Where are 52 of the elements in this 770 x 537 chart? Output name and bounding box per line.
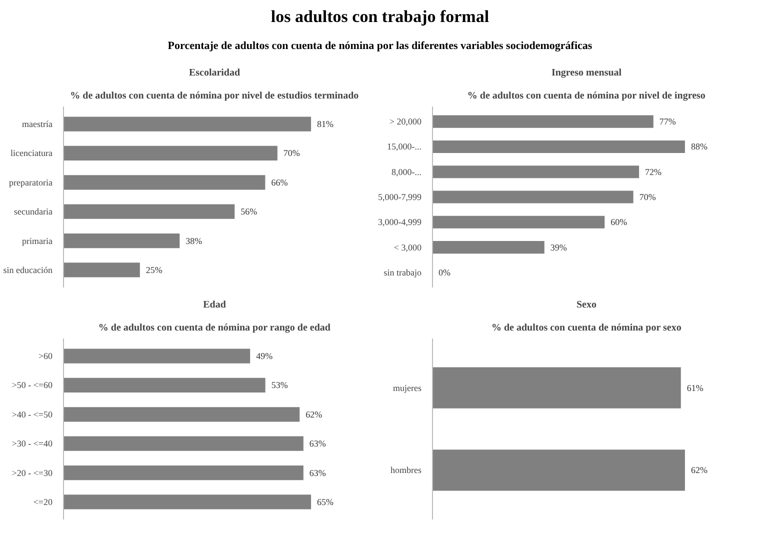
y-tick-label: hombres [390,465,422,476]
data-label: 39% [550,242,568,252]
data-label: 60% [610,217,628,228]
data-label: 70% [639,192,656,202]
y-tick-label: preparatoria [9,177,53,188]
y-tick-label: >50 - <=60 [12,380,53,390]
data-label: 66% [271,177,288,188]
data-label: 25% [146,264,163,275]
chart-subtitle: % de adultos con cuenta de nómina por nivel de ingreso [467,90,706,102]
y-tick-label: 3,000-4,999 [378,217,422,228]
data-label: 77% [659,116,676,127]
y-tick-label: 5,000-7,999 [378,192,422,202]
data-label: 70% [283,148,300,158]
data-label: 72% [645,166,662,177]
y-tick-label: >40 - <=50 [12,409,53,420]
chart-title: Sexo [576,299,596,310]
y-tick-label: 15,000-... [387,142,422,152]
data-label: 65% [317,496,334,507]
y-tick-label: primaria [22,236,53,246]
chart-title: Escolaridad [188,67,240,78]
data-label: 0% [438,267,451,278]
y-tick-label: sin educación [3,264,53,275]
data-label: 81% [317,119,334,129]
data-label: 53% [271,380,288,390]
y-tick-label: licenciatura [10,148,53,158]
y-tick-label: > 20,000 [389,116,422,127]
data-label: 61% [686,382,704,393]
y-tick-label: secundaria [14,206,53,217]
data-label: 62% [306,409,323,420]
data-label: 38% [186,236,203,246]
data-label: 49% [256,351,274,361]
y-tick-label: 8,000-... [392,166,422,177]
data-label: 56% [240,206,258,217]
chart-title: Ingreso mensual [551,67,622,78]
y-tick-label: >20 - <=30 [12,468,53,478]
data-label: 63% [309,468,326,478]
y-tick-label: <=20 [33,496,53,507]
chart-title: Edad [203,299,226,310]
data-label: 88% [690,142,708,152]
data-label: 62% [690,465,708,476]
y-tick-label: >60 [38,351,53,361]
y-tick-label: sin trabajo [384,267,422,278]
chart-subtitle: % de adultos con cuenta de nómina por sexo [491,322,682,334]
text: Porcentaje de adultos con cuenta de nómina por las diferentes variables sociodemográficas [168,39,592,54]
y-tick-label: maestría [22,119,53,129]
text: los adultos con trabajo formal [270,6,490,28]
chart-subtitle: % de adultos con cuenta de nómina por nivel de estudios terminado [70,90,359,102]
data-label: 63% [309,438,326,449]
y-tick-label: >30 - <=40 [12,438,53,449]
y-tick-label: < 3,000 [394,242,422,252]
y-tick-label: mujeres [393,382,422,393]
chart-subtitle: % de adultos con cuenta de nómina por rango de edad [98,322,331,334]
